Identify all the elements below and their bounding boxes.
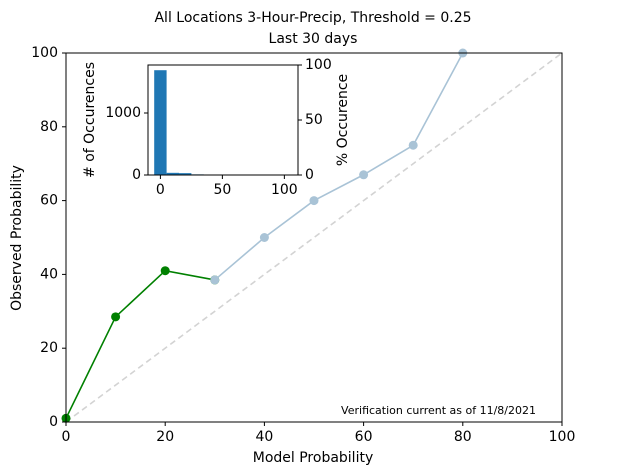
plot-frame bbox=[65, 52, 563, 423]
series-line bbox=[214, 52, 464, 281]
chart-title: All Locations 3-Hour-Precip, Threshold =… bbox=[154, 10, 471, 26]
inset-x-tick-label: 100 bbox=[271, 182, 298, 198]
series-line bbox=[65, 269, 215, 419]
x-tick-label: 40 bbox=[255, 429, 273, 445]
y-tick-label: 0 bbox=[49, 414, 58, 430]
inset-y-tick-label: 1000 bbox=[105, 105, 141, 121]
inset-y2-tick-label: 0 bbox=[305, 167, 314, 183]
inset-background bbox=[148, 65, 298, 175]
inset-x-tick-label: 0 bbox=[156, 182, 165, 198]
series-point bbox=[160, 266, 170, 276]
histogram-bar bbox=[154, 70, 167, 175]
x-axis-label: Model Probability bbox=[253, 450, 374, 466]
series-point bbox=[111, 312, 121, 322]
inset-y2-label: % Occurence bbox=[335, 74, 351, 166]
series-point bbox=[309, 196, 319, 206]
y-tick-label: 80 bbox=[40, 119, 58, 135]
histogram-bar bbox=[166, 172, 179, 175]
y-tick-label: 40 bbox=[40, 266, 58, 282]
x-tick-label: 0 bbox=[62, 429, 71, 445]
x-tick-label: 20 bbox=[156, 429, 174, 445]
x-tick-label: 60 bbox=[355, 429, 373, 445]
y-tick-label: 60 bbox=[40, 193, 58, 209]
x-tick-label: 100 bbox=[549, 429, 576, 445]
histogram-bar bbox=[178, 173, 192, 175]
inset-y2-tick-label: 50 bbox=[305, 112, 323, 128]
inset-y-tick-label: 0 bbox=[132, 167, 141, 183]
series-point bbox=[408, 140, 418, 150]
y-axis-label: Observed Probability bbox=[9, 165, 25, 311]
inset-y-label: # of Occurences bbox=[82, 62, 98, 178]
y-tick-label: 20 bbox=[40, 340, 58, 356]
chart-subtitle: Last 30 days bbox=[269, 31, 358, 47]
x-tick-label: 80 bbox=[454, 429, 472, 445]
inset-x-tick-label: 50 bbox=[213, 182, 231, 198]
reference-diagonal bbox=[65, 52, 563, 423]
series-point bbox=[210, 275, 220, 285]
series-point bbox=[359, 170, 369, 180]
inset-y2-tick-label: 100 bbox=[305, 57, 332, 73]
annotation: Verification current as of 11/8/2021 bbox=[341, 404, 536, 417]
y-tick-label: 100 bbox=[31, 45, 58, 61]
series-point bbox=[259, 233, 269, 242]
